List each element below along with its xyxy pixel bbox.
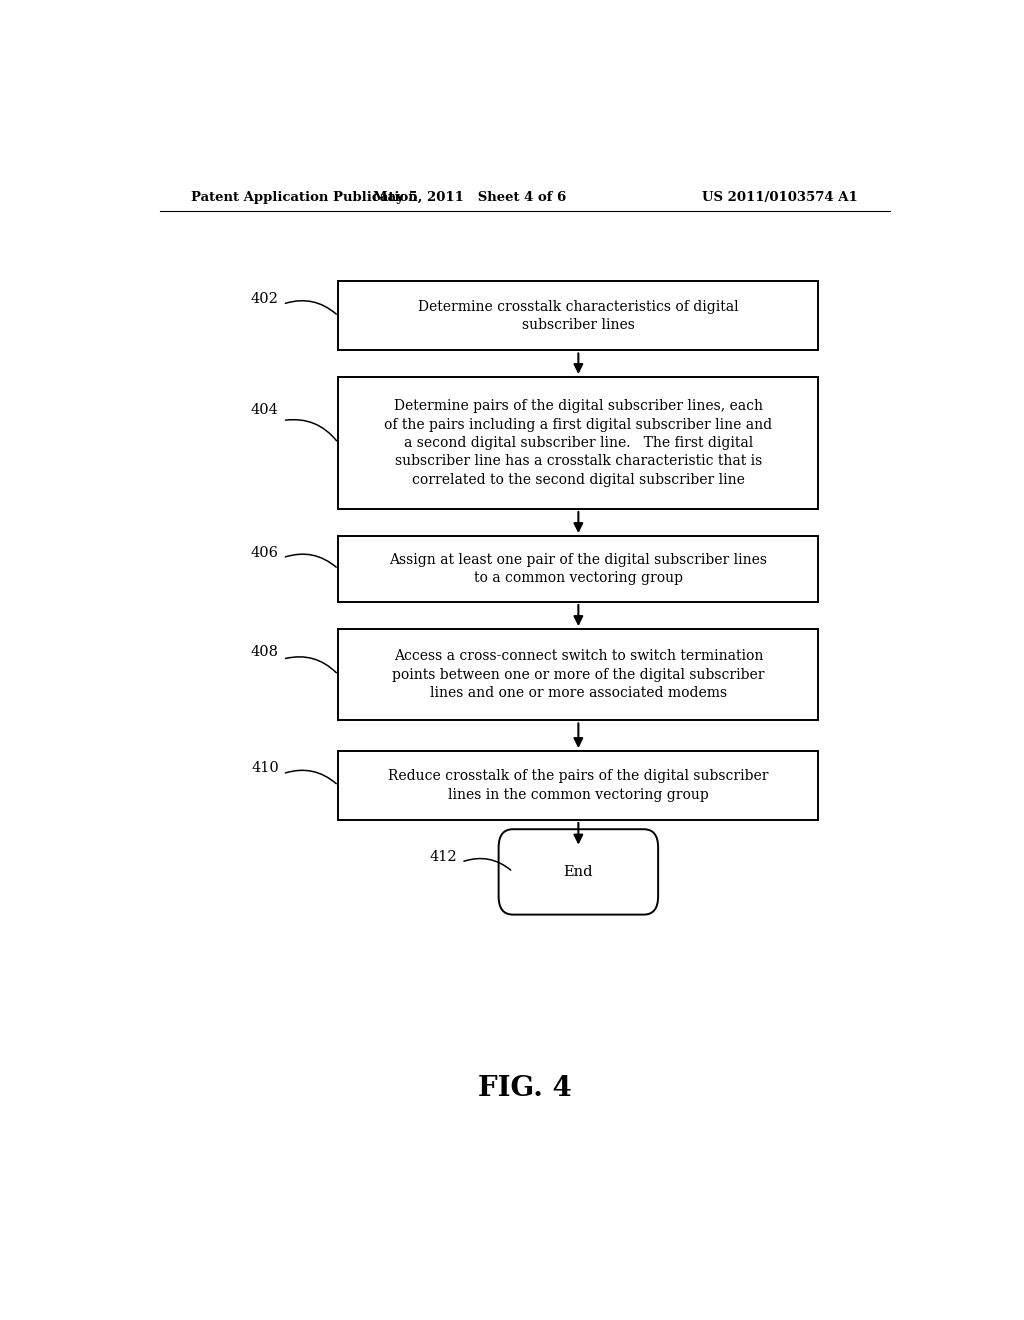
FancyBboxPatch shape <box>499 829 658 915</box>
Text: 406: 406 <box>251 545 279 560</box>
FancyBboxPatch shape <box>338 378 818 510</box>
FancyBboxPatch shape <box>338 751 818 820</box>
Text: May 5, 2011   Sheet 4 of 6: May 5, 2011 Sheet 4 of 6 <box>373 190 566 203</box>
FancyBboxPatch shape <box>338 630 818 721</box>
Text: End: End <box>563 865 593 879</box>
FancyBboxPatch shape <box>338 536 818 602</box>
FancyBboxPatch shape <box>338 281 818 351</box>
Text: US 2011/0103574 A1: US 2011/0103574 A1 <box>702 190 858 203</box>
Text: Assign at least one pair of the digital subscriber lines
to a common vectoring g: Assign at least one pair of the digital … <box>389 553 767 585</box>
Text: 412: 412 <box>430 850 458 865</box>
Text: Reduce crosstalk of the pairs of the digital subscriber
lines in the common vect: Reduce crosstalk of the pairs of the dig… <box>388 770 769 801</box>
Text: Determine pairs of the digital subscriber lines, each
of the pairs including a f: Determine pairs of the digital subscribe… <box>384 399 772 487</box>
Text: 410: 410 <box>251 762 279 775</box>
Text: Patent Application Publication: Patent Application Publication <box>191 190 418 203</box>
Text: FIG. 4: FIG. 4 <box>478 1074 571 1102</box>
Text: Determine crosstalk characteristics of digital
subscriber lines: Determine crosstalk characteristics of d… <box>418 300 738 333</box>
Text: 404: 404 <box>251 403 279 417</box>
Text: 402: 402 <box>251 292 279 306</box>
Text: Access a cross-connect switch to switch termination
points between one or more o: Access a cross-connect switch to switch … <box>392 649 765 700</box>
Text: 408: 408 <box>251 645 279 659</box>
